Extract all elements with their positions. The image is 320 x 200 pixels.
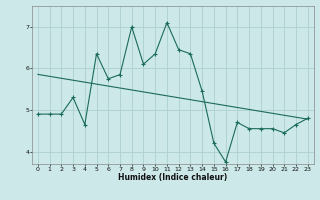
X-axis label: Humidex (Indice chaleur): Humidex (Indice chaleur) <box>118 173 228 182</box>
